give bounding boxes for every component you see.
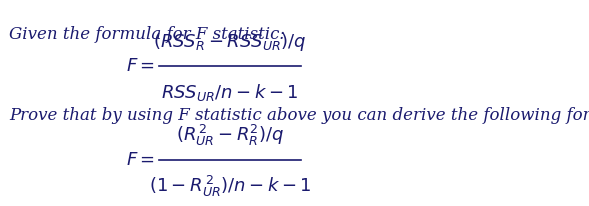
Text: Prove that by using F statistic above you can derive the following formula:: Prove that by using F statistic above yo…: [9, 107, 589, 124]
Text: $\mathit{(1 - R_{UR}^{\,2})/n - k - 1}$: $\mathit{(1 - R_{UR}^{\,2})/n - k - 1}$: [149, 174, 311, 199]
Text: $\mathit{(RSS_R - RSS_{UR})/q}$: $\mathit{(RSS_R - RSS_{UR})/q}$: [153, 31, 307, 53]
Text: Given the formula for F statistic:: Given the formula for F statistic:: [9, 26, 286, 43]
Text: $\mathit{F} =$: $\mathit{F} =$: [126, 57, 155, 75]
Text: $\mathit{F} =$: $\mathit{F} =$: [126, 151, 155, 169]
Text: $\mathit{RSS_{UR}/n - k - 1}$: $\mathit{RSS_{UR}/n - k - 1}$: [161, 82, 299, 103]
Text: $\mathit{(R_{UR}^{\,2} - R_R^2)/q}$: $\mathit{(R_{UR}^{\,2} - R_R^2)/q}$: [176, 123, 284, 148]
